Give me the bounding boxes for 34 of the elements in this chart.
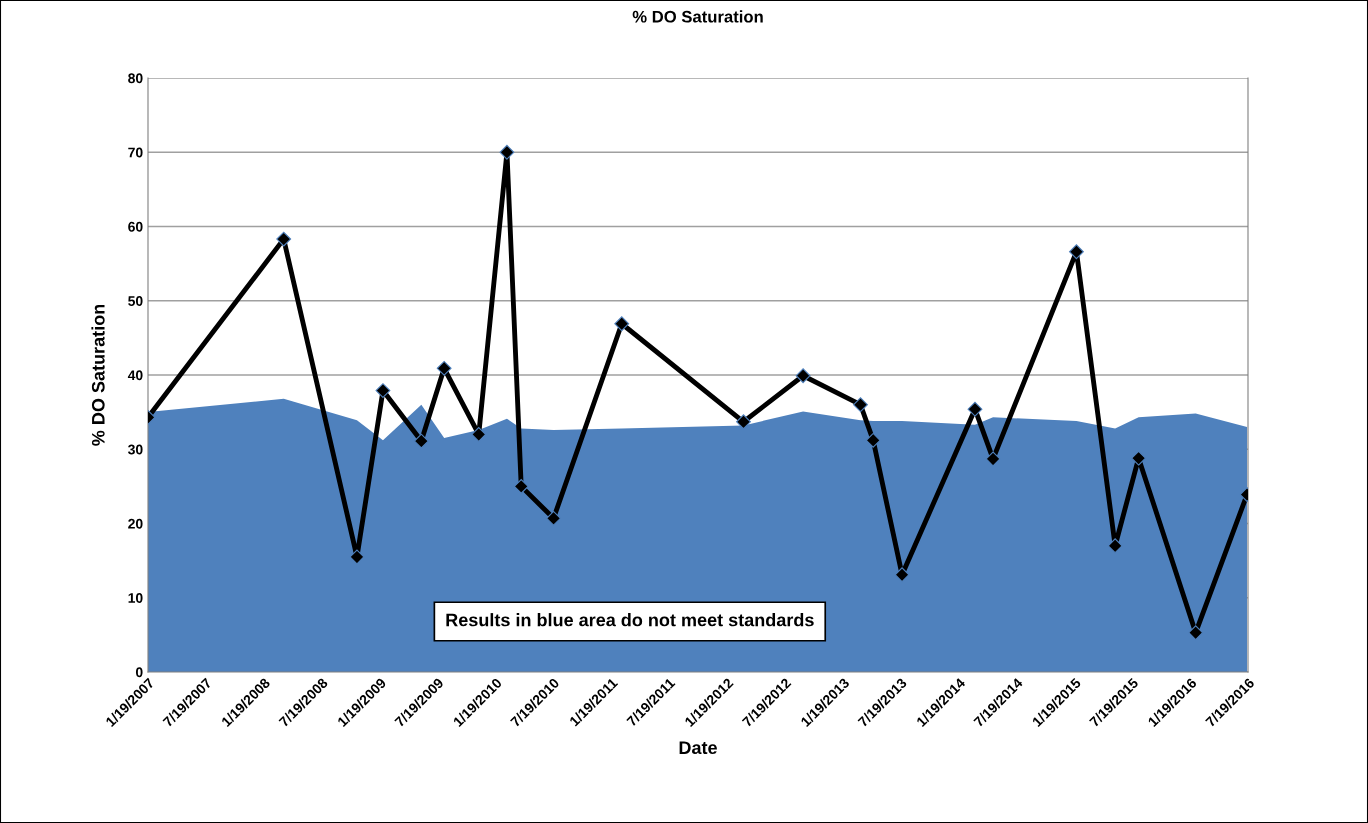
y-tick-label: 60 [128, 221, 143, 232]
point [985, 451, 1001, 467]
point [795, 368, 811, 384]
point [436, 360, 452, 376]
y-tick-label: 30 [128, 444, 143, 455]
point [276, 231, 292, 247]
y-axis-title: % DO Saturation [91, 304, 105, 446]
point [546, 510, 561, 526]
y-tick-label: 0 [135, 667, 143, 678]
point [1188, 625, 1204, 641]
point [853, 397, 868, 413]
point [865, 432, 881, 448]
point [894, 567, 910, 583]
y-tick-label: 70 [128, 147, 143, 158]
y-tick-label: 50 [128, 296, 143, 306]
point [1069, 244, 1084, 260]
y-tick-label: 40 [127, 370, 143, 381]
annotation: Results in blue area do not meet standards [446, 613, 814, 627]
y-tick-label: 80 [128, 73, 143, 84]
point [349, 549, 365, 565]
y-tick-label: 20 [128, 518, 143, 529]
x-axis-title: Date [679, 741, 717, 755]
point [967, 401, 983, 417]
chart-title: % DO Saturation [632, 10, 763, 23]
y-tick-label: 10 [128, 593, 143, 603]
point [614, 316, 630, 332]
point [375, 383, 391, 399]
point [499, 144, 515, 160]
point [1131, 450, 1147, 466]
point [1107, 538, 1123, 554]
point [513, 478, 529, 494]
point [413, 433, 429, 449]
point [736, 414, 751, 430]
point [471, 426, 487, 442]
